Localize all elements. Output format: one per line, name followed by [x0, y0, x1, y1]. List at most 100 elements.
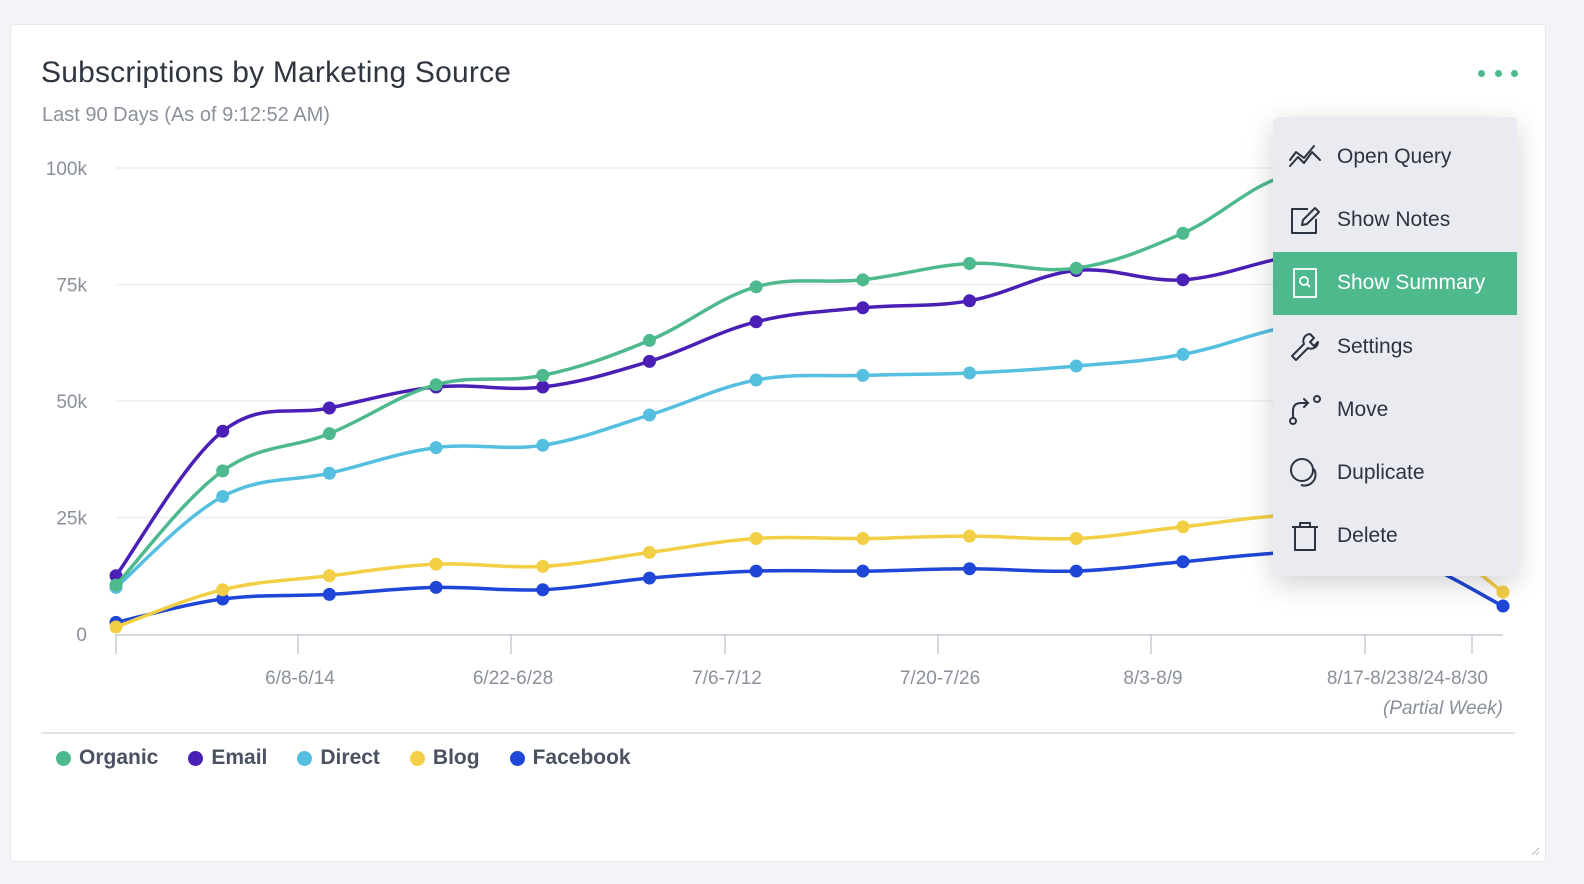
menu-item-label: Open Query	[1337, 144, 1452, 168]
data-point-email[interactable]	[642, 354, 656, 368]
x-tick-label: 7/6-7/12	[692, 668, 762, 689]
data-point-facebook[interactable]	[856, 564, 870, 578]
x-tick-label: 6/22-6/28	[473, 668, 553, 689]
data-point-email[interactable]	[322, 401, 336, 415]
legend-label: Organic	[79, 746, 159, 769]
data-point-facebook[interactable]	[322, 587, 336, 601]
x-tick-label: 6/8-6/14	[265, 668, 335, 689]
data-point-email[interactable]	[856, 301, 870, 315]
menu-item-open-query[interactable]: Open Query	[1273, 125, 1517, 188]
data-point-email[interactable]	[536, 380, 550, 394]
legend-dot-icon	[56, 750, 71, 766]
data-point-blog[interactable]	[109, 620, 123, 634]
data-point-direct[interactable]	[429, 441, 443, 455]
legend-dot-icon	[509, 750, 525, 766]
y-tick-label: 75k	[56, 276, 87, 297]
chart-legend: Organic Email Direct Blog Facebook	[56, 746, 661, 770]
data-point-organic[interactable]	[216, 464, 230, 478]
data-point-organic[interactable]	[856, 273, 870, 287]
summary-search-icon	[1288, 266, 1322, 300]
data-point-direct[interactable]	[1176, 347, 1190, 361]
dot-icon	[1511, 69, 1518, 77]
legend-item-facebook[interactable]: Facebook	[509, 746, 631, 770]
legend-item-blog[interactable]: Blog	[409, 746, 480, 770]
widget-options-menu: Open Query Show Notes Show Summary Setti…	[1273, 117, 1517, 576]
menu-item-move[interactable]: Move	[1273, 378, 1517, 441]
data-point-blog[interactable]	[1176, 520, 1190, 534]
x-tick-label: 8/24-8/30	[1408, 668, 1488, 689]
data-point-facebook[interactable]	[642, 571, 656, 585]
legend-label: Direct	[320, 746, 380, 769]
legend-item-organic[interactable]: Organic	[56, 746, 158, 770]
menu-item-settings[interactable]: Settings	[1273, 315, 1517, 378]
data-point-blog[interactable]	[749, 531, 763, 545]
data-point-organic[interactable]	[429, 378, 443, 392]
data-point-direct[interactable]	[536, 438, 550, 452]
data-point-blog[interactable]	[1069, 531, 1083, 545]
data-point-organic[interactable]	[1176, 226, 1190, 240]
more-options-button[interactable]	[1478, 62, 1518, 84]
data-point-organic[interactable]	[963, 257, 977, 271]
data-point-direct[interactable]	[856, 368, 870, 382]
wrench-icon	[1288, 330, 1322, 364]
data-point-direct[interactable]	[1069, 359, 1083, 373]
resize-handle-icon[interactable]	[1530, 846, 1540, 856]
dot-icon	[1478, 69, 1485, 77]
data-point-blog[interactable]	[642, 545, 656, 559]
data-point-direct[interactable]	[642, 408, 656, 422]
menu-item-label: Show Summary	[1337, 271, 1486, 295]
move-icon	[1288, 393, 1322, 427]
data-point-facebook[interactable]	[216, 592, 230, 606]
legend-item-email[interactable]: Email	[188, 746, 267, 770]
chart-title: Subscriptions by Marketing Source	[41, 56, 512, 89]
menu-item-duplicate[interactable]: Duplicate	[1273, 441, 1517, 504]
data-point-blog[interactable]	[963, 529, 977, 543]
menu-item-label: Settings	[1337, 334, 1413, 358]
data-point-organic[interactable]	[1069, 261, 1083, 275]
x-tick-label: 8/17-8/23	[1327, 668, 1407, 689]
data-point-direct[interactable]	[963, 366, 977, 380]
menu-item-label: Show Notes	[1337, 207, 1451, 231]
legend-dot-icon	[297, 750, 313, 766]
menu-item-show-notes[interactable]: Show Notes	[1273, 188, 1517, 251]
data-point-facebook[interactable]	[1496, 599, 1510, 613]
data-point-organic[interactable]	[109, 578, 123, 592]
data-point-direct[interactable]	[322, 466, 336, 480]
data-point-blog[interactable]	[216, 583, 230, 597]
data-point-blog[interactable]	[856, 531, 870, 545]
data-point-direct[interactable]	[216, 490, 230, 504]
dot-icon	[1494, 69, 1502, 77]
menu-item-delete[interactable]: Delete	[1273, 505, 1517, 568]
y-tick-label: 25k	[56, 509, 87, 530]
x-tick-label: 7/20-7/26	[900, 668, 980, 689]
data-point-email[interactable]	[1176, 273, 1190, 287]
data-point-facebook[interactable]	[536, 583, 550, 597]
legend-label: Blog	[432, 746, 480, 769]
data-point-email[interactable]	[963, 294, 977, 308]
data-point-facebook[interactable]	[1069, 564, 1083, 578]
data-point-blog[interactable]	[1496, 585, 1510, 599]
edit-note-icon	[1288, 203, 1322, 237]
menu-item-label: Duplicate	[1337, 461, 1425, 485]
data-point-facebook[interactable]	[1176, 555, 1190, 569]
data-point-organic[interactable]	[749, 280, 763, 294]
data-point-facebook[interactable]	[749, 564, 763, 578]
data-point-facebook[interactable]	[963, 562, 977, 576]
data-point-blog[interactable]	[322, 569, 336, 583]
legend-label: Facebook	[532, 746, 631, 769]
data-point-direct[interactable]	[749, 373, 763, 387]
legend-dot-icon	[188, 750, 204, 766]
data-point-facebook[interactable]	[429, 580, 443, 594]
data-point-blog[interactable]	[429, 557, 443, 571]
legend-label: Email	[211, 746, 268, 769]
data-point-organic[interactable]	[536, 368, 550, 382]
data-point-email[interactable]	[749, 315, 763, 329]
y-tick-label: 0	[76, 625, 87, 646]
data-point-organic[interactable]	[322, 427, 336, 441]
y-tick-label: 50k	[56, 392, 87, 413]
legend-item-direct[interactable]: Direct	[297, 746, 380, 770]
menu-item-show-summary[interactable]: Show Summary	[1273, 251, 1517, 315]
data-point-email[interactable]	[216, 424, 230, 438]
data-point-blog[interactable]	[536, 559, 550, 573]
data-point-organic[interactable]	[642, 333, 656, 347]
